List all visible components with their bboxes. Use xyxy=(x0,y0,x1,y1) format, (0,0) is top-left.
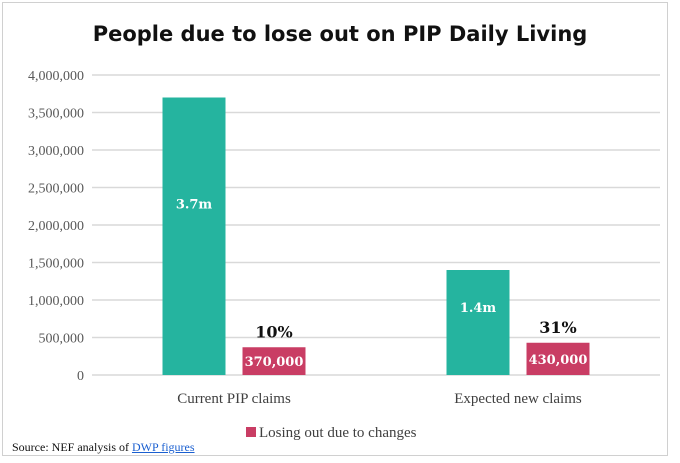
legend-swatch xyxy=(246,427,256,437)
bar-losing-out xyxy=(526,342,590,375)
x-category-label: Current PIP claims xyxy=(177,391,291,407)
bar-total xyxy=(162,97,226,375)
chart-frame xyxy=(2,2,668,456)
bar-label: 1.4m xyxy=(460,301,497,316)
y-tick-label: 2,500,000 xyxy=(28,182,84,197)
y-tick-label: 3,000,000 xyxy=(28,144,84,159)
legend-label: Losing out due to changes xyxy=(259,425,417,441)
y-tick-label: 4,000,000 xyxy=(28,69,84,84)
y-tick-label: 3,500,000 xyxy=(28,107,84,122)
bar-label: 430,000 xyxy=(529,353,588,368)
source-note: Source: NEF analysis of DWP figures xyxy=(12,440,195,455)
bar-total xyxy=(446,270,510,375)
y-tick-label: 2,000,000 xyxy=(28,219,84,234)
y-tick-label: 1,000,000 xyxy=(28,294,84,309)
bar-label: 3.7m xyxy=(176,198,213,213)
y-tick-label: 500,000 xyxy=(39,332,85,347)
percent-label: 10% xyxy=(255,322,292,341)
source-prefix: Source: NEF analysis of xyxy=(12,440,132,454)
y-tick-label: 1,500,000 xyxy=(28,257,84,272)
bar-losing-out xyxy=(242,347,306,375)
x-category-label: Expected new claims xyxy=(454,391,582,407)
bar-label: 370,000 xyxy=(245,355,304,370)
y-tick-label: 0 xyxy=(77,369,84,384)
chart-title: People due to lose out on PIP Daily Livi… xyxy=(92,22,588,46)
percent-label: 31% xyxy=(539,318,576,337)
dwp-figures-link[interactable]: DWP figures xyxy=(131,440,195,454)
